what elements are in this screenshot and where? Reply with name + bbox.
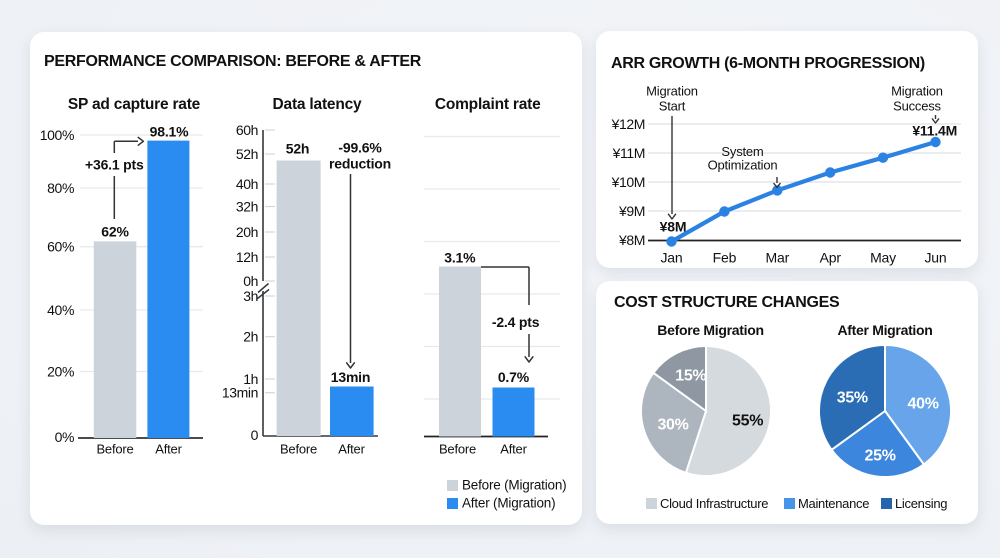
svg-text:40%: 40% xyxy=(908,396,939,413)
svg-text:¥9M: ¥9M xyxy=(618,203,645,219)
svg-text:0: 0 xyxy=(251,427,259,443)
svg-text:Optimization: Optimization xyxy=(708,158,778,173)
svg-text:After (Migration): After (Migration) xyxy=(462,496,555,511)
svg-text:62%: 62% xyxy=(101,224,129,240)
svg-text:-99.6%: -99.6% xyxy=(338,140,382,156)
svg-text:After: After xyxy=(500,442,527,457)
svg-text:Before: Before xyxy=(280,442,317,457)
svg-text:3.1%: 3.1% xyxy=(444,250,476,266)
svg-text:25%: 25% xyxy=(865,448,896,465)
svg-text:Before: Before xyxy=(96,442,133,457)
svg-text:ARR GROWTH (6-MONTH PROGRESSIO: ARR GROWTH (6-MONTH PROGRESSION) xyxy=(611,55,925,72)
svg-text:20%: 20% xyxy=(47,364,74,380)
svg-text:Feb: Feb xyxy=(713,250,737,266)
svg-text:0%: 0% xyxy=(55,429,74,445)
svg-text:Apr: Apr xyxy=(820,250,842,266)
svg-text:¥11M: ¥11M xyxy=(612,145,645,161)
svg-text:Migration: Migration xyxy=(891,84,943,99)
svg-text:Before (Migration): Before (Migration) xyxy=(462,478,566,493)
svg-text:52h: 52h xyxy=(236,146,258,162)
svg-text:SP ad capture rate: SP ad capture rate xyxy=(68,96,201,113)
svg-text:After: After xyxy=(155,442,182,457)
svg-text:¥11.4M: ¥11.4M xyxy=(912,123,957,139)
svg-text:1h: 1h xyxy=(243,371,258,387)
svg-text:After: After xyxy=(338,442,365,457)
svg-text:52h: 52h xyxy=(286,141,310,157)
svg-text:13min: 13min xyxy=(331,369,370,385)
svg-text:32h: 32h xyxy=(236,199,258,215)
svg-text:3h: 3h xyxy=(243,288,258,304)
svg-text:2h: 2h xyxy=(243,329,258,345)
svg-text:80%: 80% xyxy=(47,180,74,196)
svg-text:Jun: Jun xyxy=(925,250,947,266)
svg-text:¥12M: ¥12M xyxy=(611,116,645,132)
svg-text:Success: Success xyxy=(893,99,941,114)
svg-text:15%: 15% xyxy=(675,367,706,384)
svg-text:¥10M: ¥10M xyxy=(611,174,645,190)
svg-text:After Migration: After Migration xyxy=(837,322,932,338)
svg-text:0.7%: 0.7% xyxy=(498,369,530,385)
svg-text:40h: 40h xyxy=(236,176,258,192)
svg-text:System: System xyxy=(721,144,763,159)
svg-text:PERFORMANCE COMPARISON: BEFORE: PERFORMANCE COMPARISON: BEFORE & AFTER xyxy=(44,53,422,70)
svg-text:Start: Start xyxy=(659,99,686,114)
svg-text:-2.4 pts: -2.4 pts xyxy=(492,314,540,330)
svg-text:100%: 100% xyxy=(40,127,74,143)
svg-text:0h: 0h xyxy=(243,273,258,289)
svg-text:60h: 60h xyxy=(236,122,258,138)
svg-text:Before: Before xyxy=(439,442,476,457)
svg-text:Migration: Migration xyxy=(646,84,698,99)
svg-text:30%: 30% xyxy=(657,417,688,434)
svg-text:Before Migration: Before Migration xyxy=(657,322,763,338)
svg-text:Maintenance: Maintenance xyxy=(798,496,869,511)
svg-text:40%: 40% xyxy=(47,302,74,318)
svg-text:May: May xyxy=(870,250,896,266)
svg-text:Mar: Mar xyxy=(766,250,790,266)
svg-text:12h: 12h xyxy=(236,249,258,265)
svg-text:Cloud Infrastructure: Cloud Infrastructure xyxy=(660,496,768,511)
svg-text:Data latency: Data latency xyxy=(273,96,362,113)
svg-text:reduction: reduction xyxy=(329,156,391,172)
svg-text:55%: 55% xyxy=(732,413,763,430)
svg-text:Licensing: Licensing xyxy=(895,496,947,511)
svg-text:¥8M: ¥8M xyxy=(660,219,687,235)
svg-text:98.1%: 98.1% xyxy=(150,124,189,140)
svg-text:+36.1 pts: +36.1 pts xyxy=(85,156,144,172)
svg-text:Jan: Jan xyxy=(661,250,683,266)
svg-text:60%: 60% xyxy=(47,239,74,255)
svg-text:13min: 13min xyxy=(222,385,258,401)
svg-text:COST STRUCTURE CHANGES: COST STRUCTURE CHANGES xyxy=(614,294,840,311)
svg-text:Complaint rate: Complaint rate xyxy=(435,96,541,113)
svg-text:20h: 20h xyxy=(236,224,258,240)
svg-text:35%: 35% xyxy=(837,390,868,407)
svg-text:¥8M: ¥8M xyxy=(618,232,645,248)
